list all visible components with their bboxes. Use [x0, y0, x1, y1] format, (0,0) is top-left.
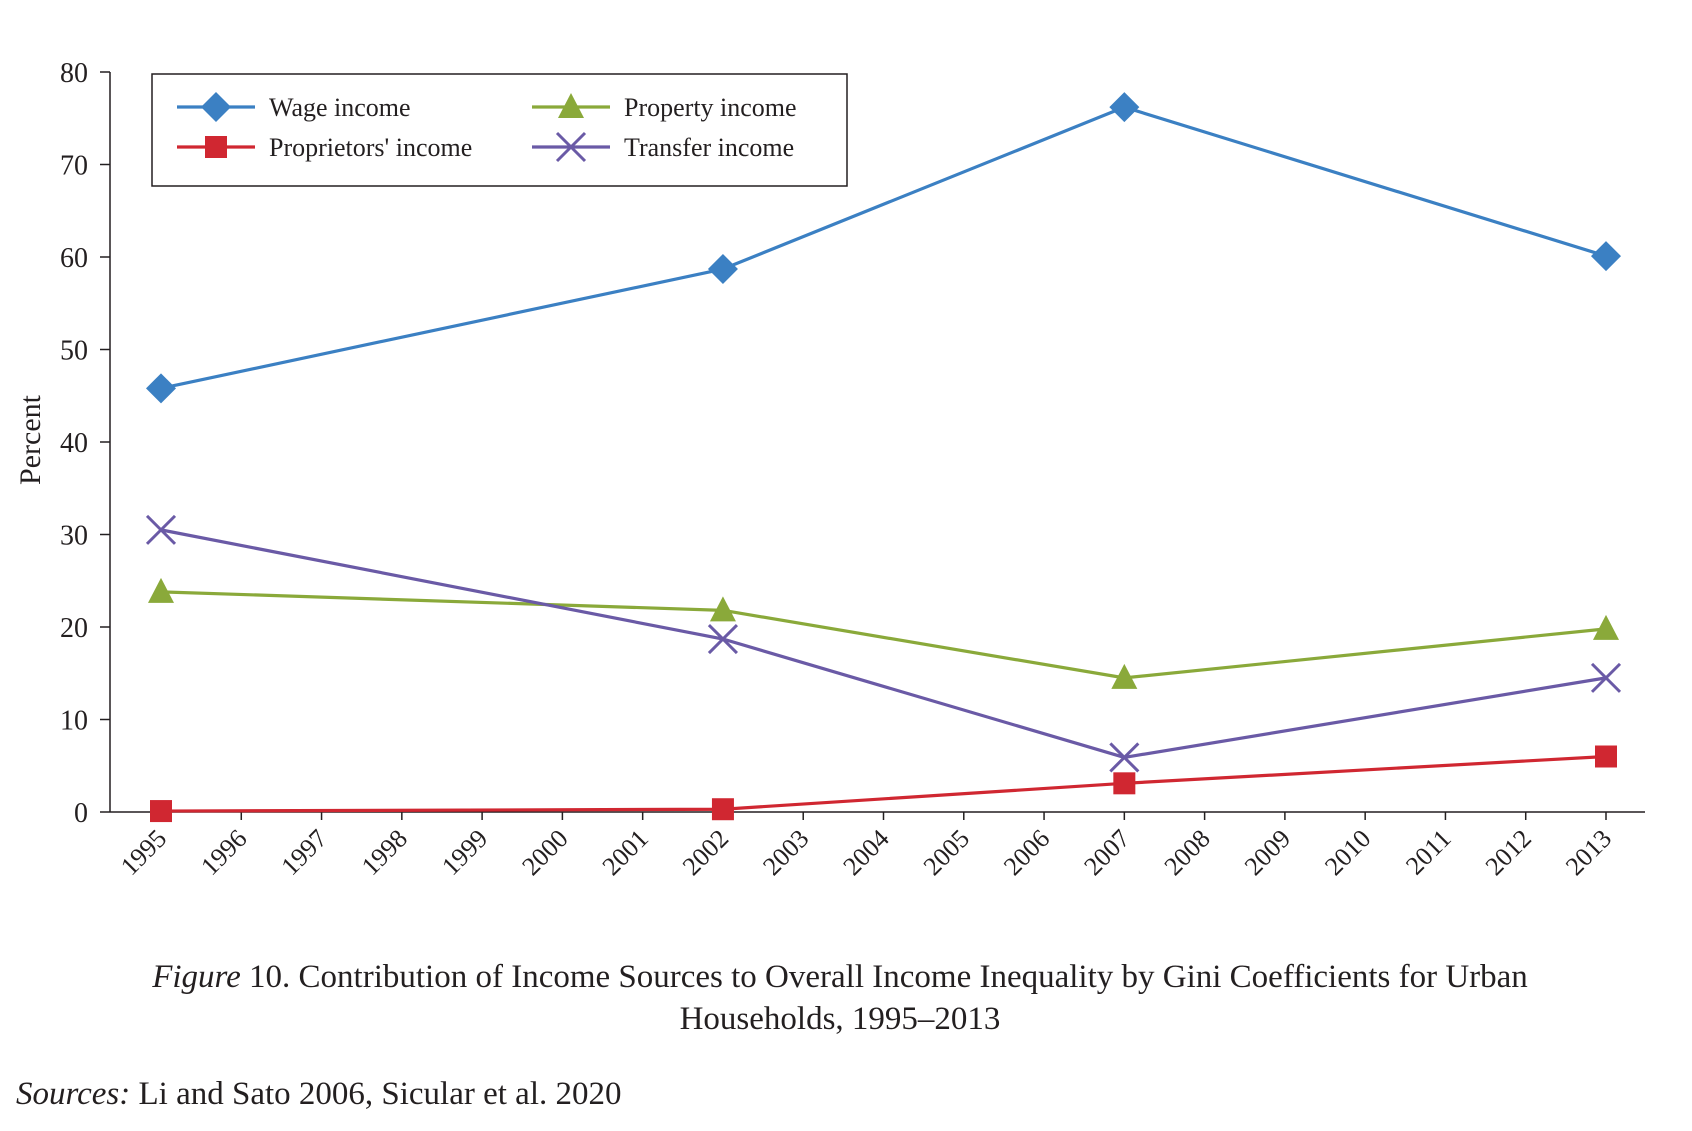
y-tick-label: 10 — [60, 706, 88, 737]
legend-label: Property income — [624, 93, 797, 122]
legend-label: Wage income — [269, 93, 411, 122]
x-tick-label: 2000 — [516, 824, 573, 881]
property-income-point — [1111, 663, 1138, 689]
transfer-income-point — [1109, 742, 1140, 773]
x-marker-stroke — [1590, 662, 1622, 693]
x-tick-label: 1999 — [436, 824, 493, 881]
wage-income-point — [1109, 92, 1140, 123]
legend-label: Transfer income — [624, 133, 794, 162]
y-tick-label: 0 — [74, 798, 88, 829]
proprietors-income-point — [1113, 772, 1136, 795]
wage-income-line — [160, 105, 1607, 390]
x-tick-label: 2004 — [837, 824, 894, 881]
wage-income-point — [146, 373, 176, 404]
legend-swatch-marker — [558, 93, 584, 118]
x-tick-label: 2006 — [998, 824, 1055, 881]
legend-item: Property income — [532, 93, 797, 122]
sources-text: Li and Sato 2006, Sicular et al. 2020 — [130, 1076, 622, 1112]
y-tick-label: 80 — [60, 58, 88, 89]
property-income-point — [148, 577, 174, 603]
transfer-income-point — [145, 514, 177, 545]
y-tick-label: 70 — [60, 151, 88, 182]
figure-caption-line2: Households, 1995–2013 — [679, 1001, 1001, 1037]
sources-label: Sources: — [16, 1076, 131, 1112]
x-tick-label: 2013 — [1560, 824, 1617, 881]
proprietors-income-line — [160, 754, 1607, 813]
property-income-line — [160, 590, 1607, 680]
x-tick-label: 1998 — [356, 824, 413, 881]
y-tick-label: 60 — [60, 243, 88, 274]
legend-frame — [151, 73, 848, 187]
series-proprietors-income — [150, 745, 1617, 823]
series-property-income — [148, 577, 1619, 689]
legend-swatch-marker — [205, 136, 227, 158]
legend-item: Proprietors' income — [177, 133, 472, 162]
figure-caption-line1: 10. Contribution of Income Sources to Ov… — [240, 959, 1528, 995]
proprietors-income-point — [1595, 745, 1617, 768]
x-tick-label: 2005 — [918, 824, 975, 881]
x-tick-label: 2010 — [1319, 824, 1376, 881]
legend-item: Wage income — [177, 92, 411, 122]
x-tick-label: 2012 — [1480, 824, 1537, 881]
x-marker-stroke — [555, 131, 587, 163]
chart-legend: Wage income Property income Proprietors' i… — [151, 73, 848, 187]
x-tick-label: 2011 — [1400, 824, 1457, 881]
x-marker-stroke — [1109, 742, 1140, 773]
chart-series — [145, 92, 1622, 823]
proprietors-income-point — [150, 800, 172, 823]
x-tick-label: 2001 — [597, 824, 654, 881]
x-tick-label: 2003 — [757, 824, 814, 881]
y-tick-label: 30 — [60, 521, 88, 552]
proprietors-income-point — [711, 798, 734, 821]
x-tick-label: 2002 — [677, 824, 734, 881]
legend-swatch-marker — [555, 131, 587, 163]
figure-caption: Figure 10. Contribution of Income Source… — [40, 956, 1640, 1040]
transfer-income-line — [160, 528, 1607, 760]
transfer-income-point — [707, 623, 739, 655]
x-tick-label: 1997 — [276, 824, 333, 881]
series-wage-income — [146, 92, 1621, 404]
y-tick-label: 20 — [60, 613, 88, 644]
transfer-income-point — [1590, 662, 1622, 693]
wage-income-point — [1591, 241, 1621, 272]
x-tick-label: 2007 — [1078, 824, 1135, 881]
x-tick-label: 2008 — [1159, 824, 1216, 881]
figure-label: Figure — [152, 959, 241, 995]
property-income-point — [1593, 614, 1619, 640]
x-marker-stroke — [707, 623, 739, 655]
y-axis-label: Percent — [14, 394, 47, 485]
y-tick-label: 40 — [60, 428, 88, 459]
series-transfer-income — [145, 514, 1622, 773]
line-chart: 0 10 20 30 40 50 60 70 80 1995 1996 1997 1998 1999 200… — [14, 58, 1645, 881]
property-income-point — [709, 596, 736, 622]
sources-note: Sources: Li and Sato 2006, Sicular et al… — [16, 1076, 622, 1113]
x-tick-label: 1996 — [195, 824, 252, 881]
y-tick-label: 50 — [60, 336, 88, 367]
x-marker-stroke — [145, 514, 177, 545]
x-tick-label: 2009 — [1239, 824, 1296, 881]
legend-item: Transfer income — [532, 131, 794, 163]
legend-label: Proprietors' income — [269, 133, 472, 162]
legend-swatch-marker — [201, 92, 231, 122]
x-tick-label: 1995 — [115, 824, 172, 881]
wage-income-point — [707, 254, 738, 285]
